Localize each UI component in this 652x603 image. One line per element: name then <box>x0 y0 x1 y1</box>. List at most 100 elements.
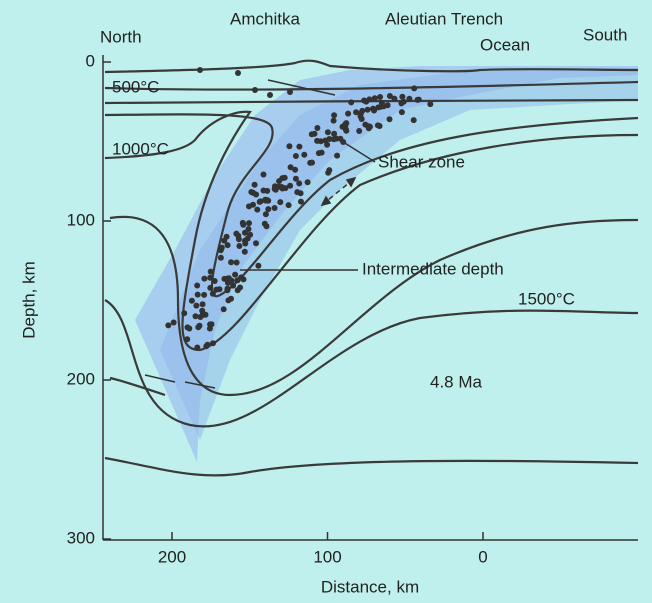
dot <box>200 301 206 307</box>
dot <box>264 188 270 194</box>
dot <box>253 240 259 246</box>
dot <box>189 298 195 304</box>
isotherm-label: 1500°C <box>518 289 575 308</box>
dot <box>194 283 200 289</box>
y-tick-label: 0 <box>86 51 95 70</box>
dot <box>331 131 337 137</box>
dot <box>301 152 307 158</box>
dot <box>257 199 263 205</box>
dot <box>353 109 359 115</box>
dot <box>255 263 261 269</box>
label: Ocean <box>480 35 530 54</box>
x-tick-label: 100 <box>313 547 341 566</box>
dot <box>235 70 241 76</box>
dot <box>237 285 243 291</box>
dot <box>254 207 260 213</box>
dot <box>217 286 223 292</box>
dot <box>427 101 433 107</box>
dot <box>359 116 365 122</box>
dot <box>235 233 241 239</box>
dot <box>288 164 294 170</box>
dot <box>318 138 324 144</box>
dot <box>252 182 258 188</box>
x-tick-label: 200 <box>158 547 186 566</box>
dot <box>210 291 216 297</box>
dot <box>197 314 203 320</box>
label: North <box>100 27 142 46</box>
dot <box>399 109 405 115</box>
dot <box>181 310 187 316</box>
dot <box>207 275 213 281</box>
figure: North Amchitka Aleutian Trench Ocean Sou… <box>0 0 652 603</box>
dot <box>331 118 337 124</box>
dot <box>325 129 331 135</box>
dot <box>319 150 325 156</box>
x-axis-title: Distance, km <box>321 577 419 596</box>
dot <box>236 243 242 249</box>
dot <box>208 269 214 275</box>
dot <box>293 176 299 182</box>
dot <box>286 143 292 149</box>
dot <box>228 259 234 265</box>
dot <box>377 94 383 100</box>
dot <box>201 276 207 282</box>
dot <box>399 94 405 100</box>
dot <box>272 205 278 211</box>
dot <box>253 192 259 198</box>
dot <box>406 96 412 102</box>
dot <box>171 320 177 326</box>
dot <box>165 322 171 328</box>
dot <box>265 198 271 204</box>
isotherm-label: 500°C <box>112 77 159 96</box>
dot <box>411 85 417 91</box>
dot <box>363 99 369 105</box>
dot <box>238 274 244 280</box>
label: Shear zone <box>378 152 465 171</box>
dot <box>381 103 387 109</box>
y-tick-label: 200 <box>67 369 95 388</box>
dot <box>242 249 248 255</box>
x-tick-label: 0 <box>478 547 487 566</box>
dot <box>218 255 224 261</box>
dot <box>356 128 362 134</box>
dot <box>331 136 337 142</box>
dot <box>411 117 417 123</box>
dot <box>372 95 378 101</box>
dot <box>224 287 230 293</box>
dot <box>286 202 292 208</box>
dot <box>209 321 215 327</box>
dot <box>265 206 271 212</box>
label: Intermediate depth <box>362 259 504 278</box>
dot <box>312 131 318 137</box>
dot <box>415 97 421 103</box>
dot <box>246 203 252 209</box>
dot <box>345 111 351 117</box>
dot <box>387 93 393 99</box>
label: Aleutian Trench <box>385 9 503 28</box>
dot <box>279 175 285 181</box>
dot <box>337 136 343 142</box>
isotherm-label: 1000°C <box>112 139 169 158</box>
dot <box>314 125 320 131</box>
page: {"labels": {"north": "North", "amchitka"… <box>0 0 652 603</box>
y-axis-title: Depth, km <box>19 261 38 338</box>
dot <box>298 190 304 196</box>
dot <box>343 120 349 126</box>
dot <box>387 116 393 122</box>
dot <box>366 123 372 129</box>
label: South <box>583 25 627 44</box>
dot <box>264 223 270 229</box>
dot <box>375 122 381 128</box>
dot <box>267 92 273 98</box>
dot <box>246 220 252 226</box>
dot <box>370 106 376 112</box>
dot <box>194 345 200 351</box>
dot <box>232 272 238 278</box>
dot <box>205 342 211 348</box>
dot <box>230 283 236 289</box>
dot <box>343 128 349 134</box>
dot <box>307 160 313 166</box>
dot <box>277 199 283 205</box>
dot <box>246 226 252 232</box>
dot <box>273 187 279 193</box>
